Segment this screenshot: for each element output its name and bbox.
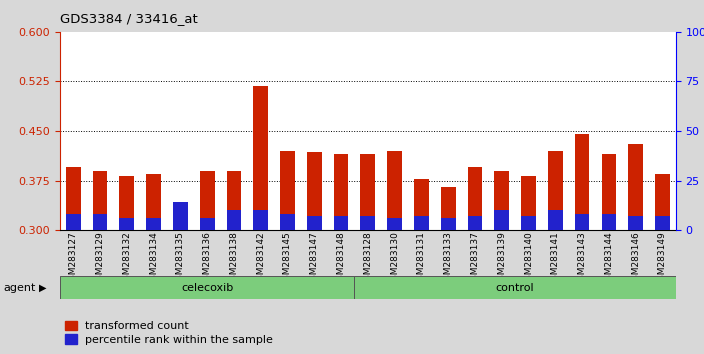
Bar — [307, 152, 322, 230]
Text: agent: agent — [4, 282, 36, 293]
Bar — [387, 151, 402, 230]
Bar — [655, 216, 670, 230]
Bar — [467, 216, 482, 230]
Bar — [146, 218, 161, 230]
Bar — [253, 210, 268, 230]
Bar — [354, 276, 676, 299]
Bar — [200, 171, 215, 230]
Bar — [414, 216, 429, 230]
Bar — [601, 214, 616, 230]
Bar — [227, 210, 241, 230]
Bar — [60, 276, 354, 299]
Bar — [494, 210, 509, 230]
Bar — [280, 151, 295, 230]
Bar — [173, 202, 188, 230]
Bar — [66, 214, 80, 230]
Bar — [173, 210, 188, 230]
Bar — [467, 167, 482, 230]
Bar — [280, 214, 295, 230]
Bar — [628, 144, 643, 230]
Bar — [414, 178, 429, 230]
Bar — [441, 218, 455, 230]
Bar — [387, 218, 402, 230]
Bar — [574, 134, 589, 230]
Bar — [574, 214, 589, 230]
Bar — [146, 174, 161, 230]
Bar — [548, 210, 562, 230]
Bar — [360, 216, 375, 230]
Bar — [441, 187, 455, 230]
Bar — [93, 171, 108, 230]
Text: GDS3384 / 33416_at: GDS3384 / 33416_at — [60, 12, 198, 25]
Bar — [334, 216, 348, 230]
Bar — [521, 216, 536, 230]
Bar — [548, 151, 562, 230]
Bar — [655, 174, 670, 230]
Bar — [66, 167, 80, 230]
Bar — [601, 154, 616, 230]
Bar — [628, 216, 643, 230]
Bar — [494, 171, 509, 230]
Bar — [253, 86, 268, 230]
Bar — [120, 176, 134, 230]
Bar — [227, 171, 241, 230]
Bar — [521, 176, 536, 230]
Bar — [200, 218, 215, 230]
Bar — [360, 154, 375, 230]
Bar — [307, 216, 322, 230]
Bar — [120, 218, 134, 230]
Bar — [334, 154, 348, 230]
Text: celecoxib: celecoxib — [181, 282, 233, 293]
Text: ▶: ▶ — [39, 282, 46, 293]
Text: control: control — [496, 282, 534, 293]
Legend: transformed count, percentile rank within the sample: transformed count, percentile rank withi… — [65, 321, 273, 345]
Bar — [93, 214, 108, 230]
